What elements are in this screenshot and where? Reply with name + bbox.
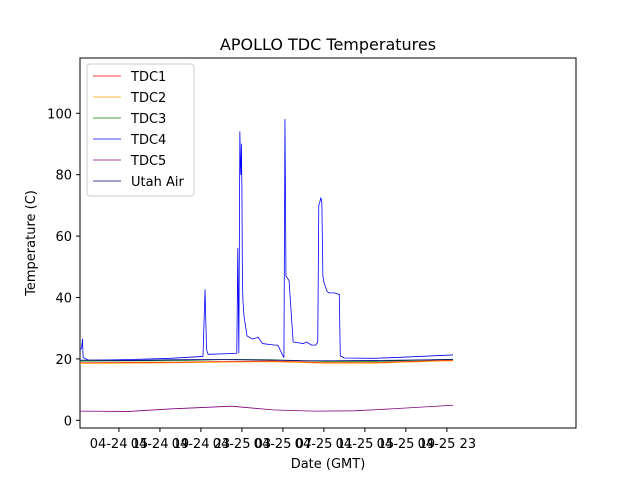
- series-line-utah-air: [80, 359, 454, 362]
- series-line-tdc1: [80, 359, 454, 364]
- legend-label: TDC3: [130, 112, 166, 127]
- y-axis-ticks: 0 20 40 60 80 100: [47, 107, 80, 429]
- series-layer: [80, 119, 454, 412]
- legend-entries: TDC1 TDC2 TDC3 TDC4 TDC5 Utah Air: [93, 70, 184, 190]
- y-tick-label: 40: [55, 292, 72, 307]
- legend-label: Utah Air: [131, 175, 184, 190]
- legend-label: TDC5: [130, 154, 166, 169]
- x-tick-label: 04-25 23: [418, 437, 476, 452]
- legend-entry-tdc2: TDC2: [93, 91, 166, 106]
- legend-label: TDC2: [130, 91, 166, 106]
- legend: TDC1 TDC2 TDC3 TDC4 TDC5 Utah Air: [86, 63, 195, 197]
- series-line-tdc2: [80, 360, 454, 364]
- legend-label: TDC1: [130, 70, 166, 85]
- legend-label: TDC4: [130, 133, 166, 148]
- x-tick-label: 04-25 19: [377, 437, 435, 452]
- x-tick-label: 04-25 15: [336, 437, 394, 452]
- series-line-tdc5: [80, 404, 454, 412]
- y-axis-title: Temperature (C): [24, 190, 39, 297]
- x-tick-label: 04-25 11: [295, 437, 353, 452]
- legend-entry-tdc3: TDC3: [93, 112, 166, 127]
- legend-entry-tdc1: TDC1: [93, 70, 166, 85]
- chart-title: APOLLO TDC Temperatures: [220, 35, 436, 54]
- legend-entry-tdc5: TDC5: [93, 154, 166, 169]
- series-line-tdc4: [80, 119, 454, 361]
- y-tick-label: 0: [64, 414, 72, 429]
- y-tick-label: 60: [55, 230, 72, 245]
- y-tick-label: 20: [55, 353, 72, 368]
- x-tick-label: 04-25 07: [254, 437, 312, 452]
- x-axis-title: Date (GMT): [291, 457, 366, 472]
- x-tick-label: 04-24 23: [172, 437, 230, 452]
- x-tick-label: 04-24 19: [131, 437, 189, 452]
- y-tick-label: 100: [47, 107, 72, 122]
- x-tick-label: 04-25 03: [213, 437, 271, 452]
- legend-entry-utah-air: Utah Air: [93, 175, 184, 190]
- y-tick-label: 80: [55, 169, 72, 184]
- legend-entry-tdc4: TDC4: [93, 133, 166, 148]
- plot-frame: [79, 57, 577, 429]
- x-tick-label: 04-24 15: [90, 437, 148, 452]
